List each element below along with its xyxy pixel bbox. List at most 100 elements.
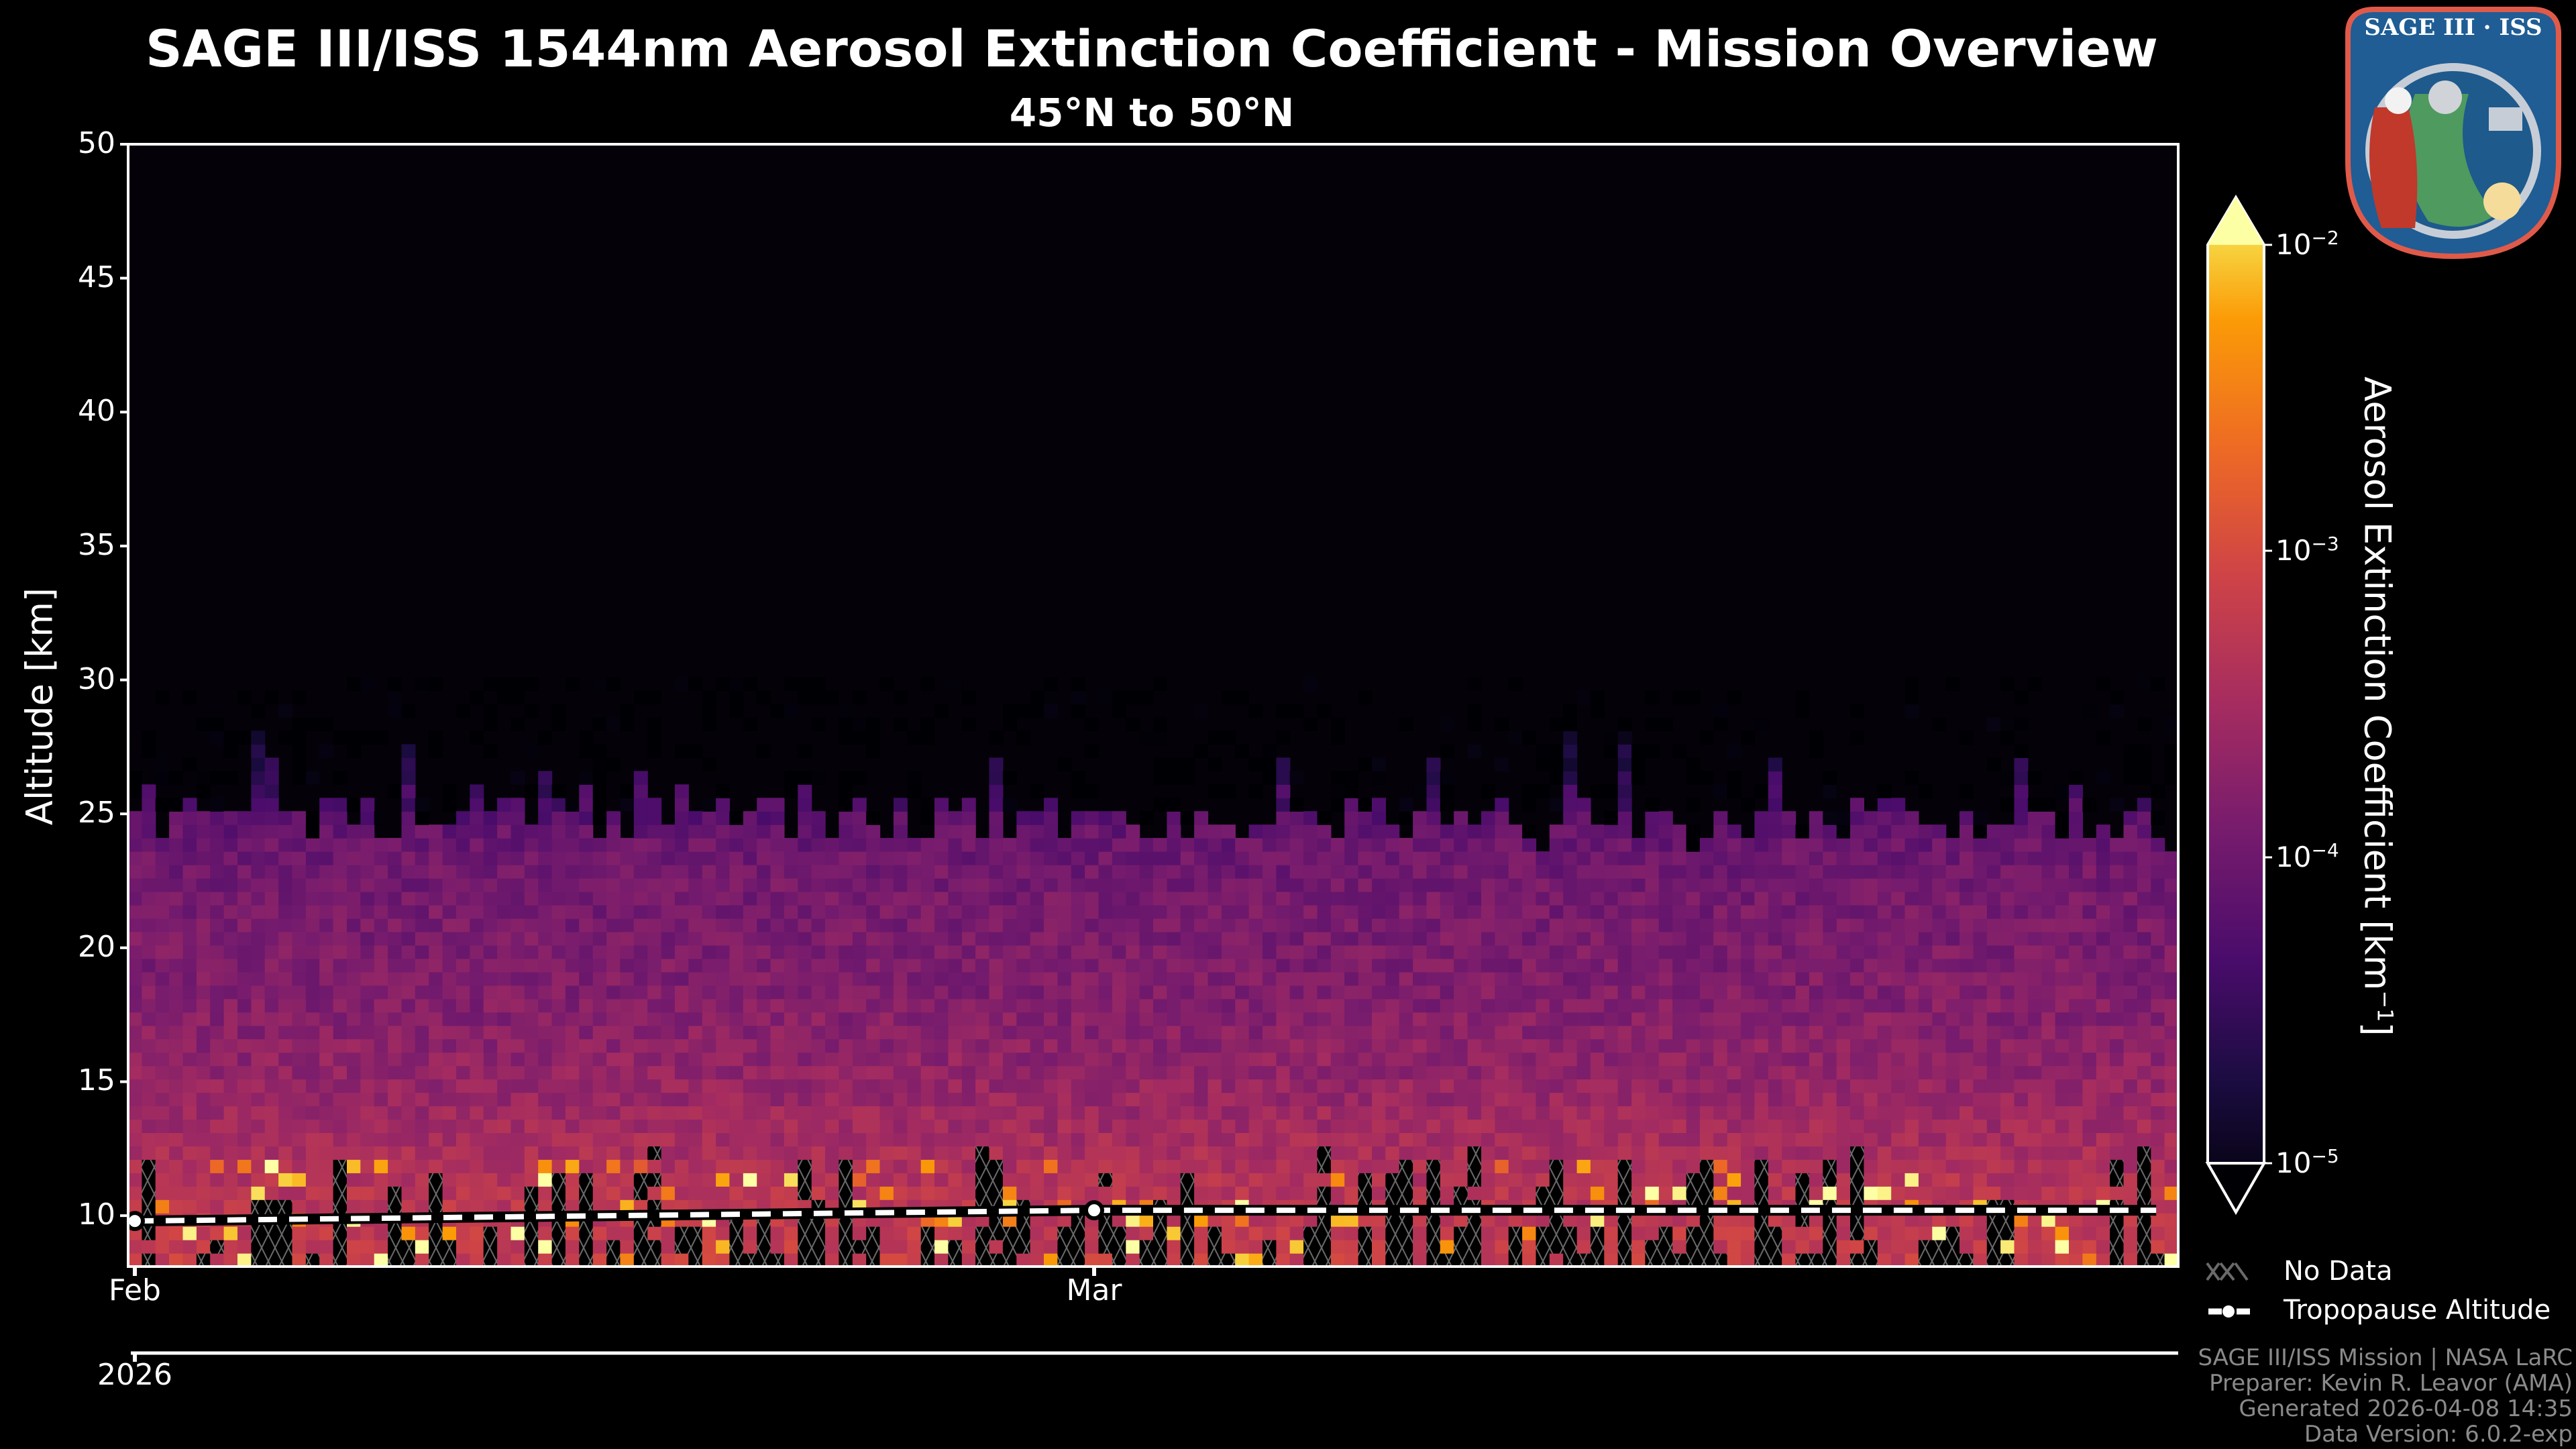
heatmap-cell [757,838,771,852]
heatmap-cell [1522,1012,1537,1026]
heatmap-cell [606,824,621,839]
no-data-cell [1986,1253,2001,1267]
heatmap-cell [565,811,580,825]
heatmap-cell [1057,985,1072,1000]
heatmap-cell [1044,878,1058,892]
heatmap-cell [1372,1106,1386,1120]
heatmap-cell [333,731,347,745]
heatmap-cell [374,1226,388,1240]
heatmap-cell [784,945,798,959]
heatmap-cell [483,811,498,825]
heatmap-cell [1276,784,1291,798]
heatmap-cell [743,985,757,1000]
heatmap-cell [1167,1159,1181,1173]
heatmap-cell [1904,824,1919,839]
heatmap-cell [264,771,279,785]
heatmap-cell [1508,1012,1523,1026]
no-data-cell [1303,1240,1318,1254]
heatmap-cell [1372,1119,1386,1133]
heatmap-cell [1836,1226,1851,1240]
heatmap-cell [606,892,621,906]
heatmap-cell [1372,945,1386,959]
heatmap-cell [839,731,853,745]
heatmap-cell [1741,1173,1756,1187]
heatmap-cell [702,824,716,839]
no-data-cell [757,1240,771,1254]
heatmap-cell [374,905,388,919]
heatmap-cell [511,824,525,839]
heatmap-cell [1030,865,1044,879]
heatmap-cell [1973,1052,1988,1067]
no-data-cell [647,1253,662,1267]
heatmap-cell [1713,851,1728,865]
heatmap-cell [729,958,744,973]
no-data-cell [1590,1240,1605,1254]
heatmap-cell [223,771,238,785]
heatmap-cell [1153,1146,1167,1160]
heatmap-cell [223,1052,238,1067]
heatmap-cell [1864,1173,1878,1187]
heatmap-cell [1754,1012,1769,1026]
heatmap-cell [442,998,457,1013]
no-data-cell [839,1186,853,1200]
no-data-cell [743,1253,757,1267]
heatmap-cell [1372,1186,1386,1200]
heatmap-cell [415,931,429,946]
heatmap-cell [1536,878,1550,892]
heatmap-cell [866,1079,881,1093]
heatmap-cell [1454,1173,1468,1187]
heatmap-cell [1508,1079,1523,1093]
heatmap-cell [565,958,580,973]
heatmap-cell [1932,1119,1947,1133]
heatmap-cell [1727,958,1741,973]
heatmap-cell [1658,1092,1673,1107]
heatmap-cell [1686,1092,1701,1107]
heatmap-cell [1536,1213,1550,1227]
heatmap-cell [1194,1079,1209,1093]
heatmap-cell [1358,757,1373,771]
heatmap-cell [1522,1173,1537,1187]
heatmap-cell [1180,958,1195,973]
heatmap-cell [169,958,184,973]
no-data-cell [688,1226,703,1240]
heatmap-cell [155,1025,170,1040]
heatmap-cell [770,1012,785,1026]
heatmap-cell [1167,757,1181,771]
heatmap-cell [511,1012,525,1026]
heatmap-cell [1303,1038,1318,1053]
heatmap-cell [1098,690,1113,705]
heatmap-cell [1741,1052,1756,1067]
heatmap-cell [1454,851,1468,865]
heatmap-cell [1864,1159,1878,1173]
heatmap-cell [1413,1106,1428,1120]
heatmap-cell [264,1052,279,1067]
heatmap-cell [1809,945,1823,959]
heatmap-cell [1699,1092,1714,1107]
heatmap-cell [1330,1226,1345,1240]
heatmap-cell [879,1240,894,1254]
heatmap-cell [866,731,881,745]
heatmap-cell [1330,998,1345,1013]
heatmap-cell [1194,704,1209,718]
heatmap-cell [1672,1119,1687,1133]
heatmap-cell [1617,1079,1632,1093]
heatmap-cell [1153,731,1167,745]
heatmap-cell [1508,838,1523,852]
heatmap-cell [1235,1173,1250,1187]
heatmap-cell [1658,865,1673,879]
heatmap-cell [757,892,771,906]
heatmap-cell [1153,838,1167,852]
heatmap-cell [757,905,771,919]
heatmap-cell [1495,1052,1509,1067]
heatmap-cell [1235,971,1250,986]
heatmap-cell [743,677,757,692]
heatmap-cell [401,1173,416,1187]
heatmap-cell [1904,677,1919,692]
heatmap-cell [1030,1240,1044,1254]
heatmap-cell [1604,985,1619,1000]
heatmap-cell [210,1065,225,1080]
heatmap-cell [1768,1052,1782,1067]
heatmap-cell [182,811,197,825]
heatmap-cell [620,931,635,946]
heatmap-cell [210,918,225,932]
